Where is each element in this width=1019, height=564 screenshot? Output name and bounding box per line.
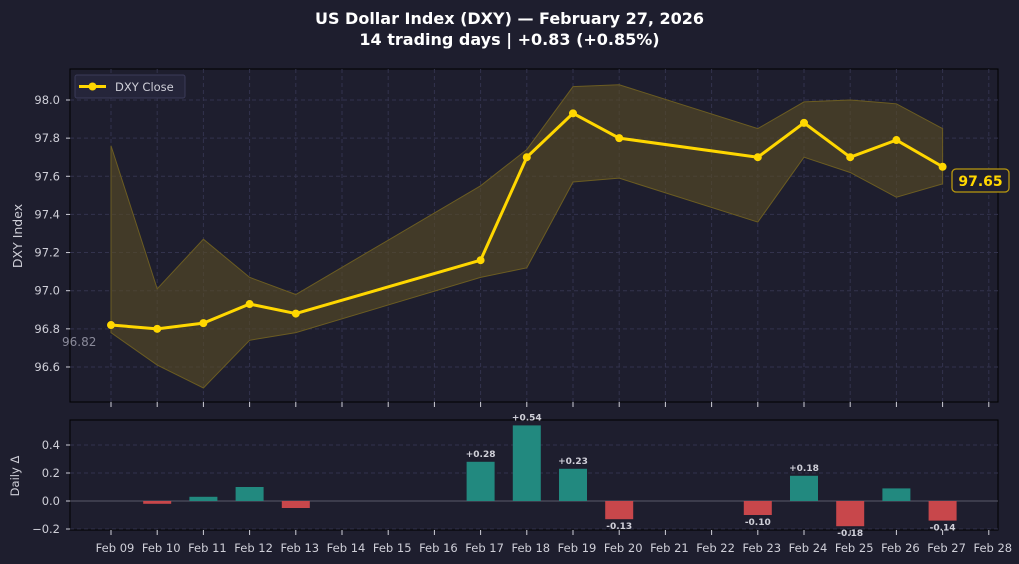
legend-label: DXY Close <box>115 80 174 94</box>
x-tick-label: Feb 22 <box>696 541 735 555</box>
y-tick-label: 97.4 <box>34 207 60 221</box>
x-tick-label: Feb 12 <box>234 541 273 555</box>
bar <box>836 501 865 527</box>
data-point <box>107 321 115 330</box>
bar <box>143 501 172 504</box>
chart-title: US Dollar Index (DXY) — February 27, 202… <box>0 8 1019 50</box>
title-line-1: US Dollar Index (DXY) — February 27, 202… <box>314 9 705 28</box>
data-point <box>800 118 808 127</box>
data-point <box>522 153 531 162</box>
x-axis: Feb 09 Feb 10 Feb 11 Feb 12 Feb 13 Feb 14 Feb … <box>96 530 1012 555</box>
x-tick-label: Feb 19 <box>558 541 597 555</box>
y-tick-label: −0.2 <box>32 522 60 536</box>
x-tick-label: Feb 21 <box>650 541 689 555</box>
y-tick-label: 96.8 <box>34 322 60 336</box>
y-tick-label: 98.0 <box>34 93 60 107</box>
bar <box>235 487 264 501</box>
dxy-close-line <box>107 109 947 333</box>
bar-value-label: +0.18 <box>789 464 819 474</box>
data-point <box>476 256 485 265</box>
upper-x-ticks <box>110 402 990 407</box>
bar <box>189 496 218 501</box>
bar <box>882 488 911 501</box>
legend-marker-icon <box>88 82 97 91</box>
x-tick-label: Feb 14 <box>327 541 366 555</box>
bar-value-label: +0.23 <box>558 457 588 467</box>
x-tick-label: Feb 15 <box>373 541 412 555</box>
y-tick-label: 0.0 <box>42 494 60 508</box>
upper-y-axis-label: DXY Index <box>10 204 25 268</box>
title-line-2: 14 trading days | +0.83 (+0.85%) <box>359 30 660 49</box>
x-tick-label: Feb 16 <box>419 541 458 555</box>
y-tick-label: 97.6 <box>34 169 60 183</box>
y-tick-label: 0.4 <box>42 438 60 452</box>
data-point <box>199 319 208 328</box>
data-point <box>615 134 624 143</box>
bar <box>605 501 634 520</box>
data-point <box>245 300 254 309</box>
data-point <box>291 309 300 318</box>
lower-y-axis: 0.4 0.2 0.0 −0.2 <box>32 438 70 536</box>
data-point <box>892 136 901 145</box>
lower-y-axis-label: Daily Δ <box>8 456 22 497</box>
x-tick-label: Feb 18 <box>511 541 550 555</box>
bar-value-label: +0.28 <box>466 450 496 460</box>
svg-text:97.65: 97.65 <box>958 174 1002 190</box>
x-tick-label: Feb 28 <box>973 541 1012 555</box>
data-point <box>569 109 577 118</box>
bar-value-label: -0.14 <box>930 524 956 534</box>
x-tick-label: Feb 24 <box>789 541 828 555</box>
x-tick-label: Feb 20 <box>604 541 643 555</box>
x-tick-label: Feb 11 <box>188 541 227 555</box>
last-value-badge: 97.65 <box>951 168 1010 193</box>
bar-value-label: -0.10 <box>745 518 771 528</box>
bar-value-label: -0.13 <box>606 522 632 532</box>
x-tick-label: Feb 26 <box>881 541 920 555</box>
bar <box>466 461 495 501</box>
data-point <box>753 153 762 162</box>
bar <box>281 501 310 508</box>
x-tick-label: Feb 23 <box>742 541 781 555</box>
legend: DXY Close <box>74 74 186 99</box>
bar <box>928 501 957 521</box>
y-tick-label: 97.0 <box>34 284 60 298</box>
bar <box>743 501 772 515</box>
y-tick-label: 96.6 <box>34 360 60 374</box>
bar <box>559 468 587 501</box>
y-tick-label: 0.2 <box>42 466 60 480</box>
x-tick-label: Feb 25 <box>835 541 874 555</box>
range-band <box>110 84 944 389</box>
bar <box>790 475 818 501</box>
x-tick-label: Feb 09 <box>96 541 135 555</box>
x-tick-label: Feb 13 <box>280 541 319 555</box>
x-tick-label: Feb 27 <box>927 541 966 555</box>
first-value-label: 96.82 <box>62 335 96 349</box>
bar <box>512 425 541 501</box>
bar-value-label: +0.54 <box>512 413 542 423</box>
data-point <box>846 153 855 162</box>
y-tick-label: 97.8 <box>34 131 60 145</box>
x-tick-label: Feb 10 <box>142 541 181 555</box>
x-tick-label: Feb 17 <box>465 541 504 555</box>
data-point <box>938 162 947 171</box>
upper-y-axis: 98.0 97.8 97.6 97.4 97.2 97.0 96.8 96.6 <box>34 93 70 374</box>
y-tick-label: 97.2 <box>34 246 60 260</box>
data-point <box>153 324 162 333</box>
